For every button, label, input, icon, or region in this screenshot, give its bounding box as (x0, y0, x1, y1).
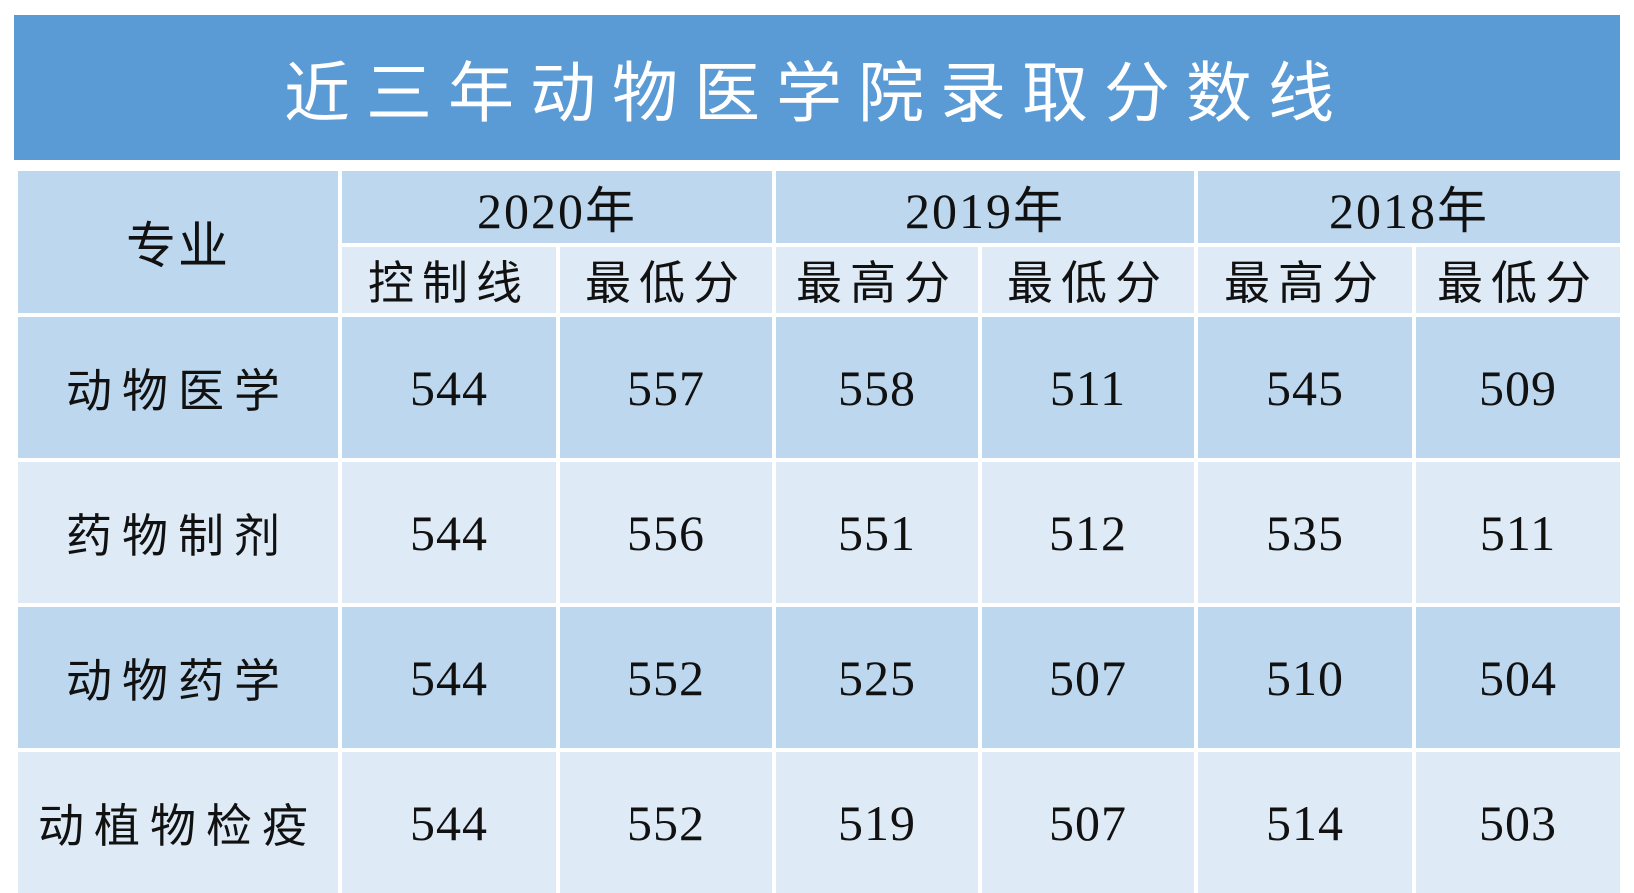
score-cell: 519 (772, 748, 982, 893)
subheader-2020-min-score: 最低分 (556, 243, 776, 317)
year-header-2018: 2018年 (1194, 167, 1624, 247)
header-row-years: 专业 2020年 2019年 2018年 (14, 167, 1624, 317)
subheader-2018-min-score: 最低分 (1412, 243, 1624, 317)
score-cell: 525 (772, 603, 982, 752)
score-cell: 551 (772, 458, 982, 607)
score-cell: 558 (772, 313, 982, 462)
header-row-subcolumns: 控制线 最低分 最高分 最低分 最高分 最低分 (16, 243, 1624, 317)
year-header-2020: 2020年 (338, 167, 776, 247)
score-cell: 557 (556, 313, 776, 462)
score-cell: 507 (978, 748, 1198, 893)
score-cell: 552 (556, 748, 776, 893)
score-cell: 504 (1412, 603, 1624, 752)
score-cell: 510 (1194, 603, 1416, 752)
subheader-2020-control-line: 控制线 (338, 243, 560, 317)
major-label: 药物制剂 (14, 458, 342, 607)
table-row: 动物医学 544 557 558 511 545 509 (14, 313, 1624, 462)
subheader-2019-min-score: 最低分 (978, 243, 1198, 317)
score-cell: 544 (338, 748, 560, 893)
page-title: 近三年动物医学院录取分数线 (284, 57, 1350, 131)
score-cell: 511 (1412, 458, 1624, 607)
score-cell: 512 (978, 458, 1198, 607)
score-cell: 507 (978, 603, 1198, 752)
score-cell: 544 (338, 458, 560, 607)
table-row: 药物制剂 544 556 551 512 535 511 (14, 458, 1624, 607)
score-cell: 511 (978, 313, 1198, 462)
major-label: 动物医学 (14, 313, 342, 462)
score-cell: 552 (556, 603, 776, 752)
score-cell: 509 (1412, 313, 1624, 462)
major-label: 动物药学 (14, 603, 342, 752)
score-cell: 544 (338, 603, 560, 752)
table-row: 动物药学 544 552 525 507 510 504 (14, 603, 1624, 752)
score-cell: 556 (556, 458, 776, 607)
subheader-2018-max-score: 最高分 (1194, 243, 1416, 317)
corner-header-cell: 专业 (14, 167, 342, 317)
title-banner: 近三年动物医学院录取分数线 (14, 15, 1620, 160)
subheader-2019-max-score: 最高分 (772, 243, 982, 317)
year-header-2019: 2019年 (772, 167, 1198, 247)
score-cell: 503 (1412, 748, 1624, 893)
score-cell: 535 (1194, 458, 1416, 607)
major-label: 动植物检疫 (14, 748, 342, 893)
score-table: 专业 2020年 2019年 2018年 控制线 最低分 最高分 最低分 最高分… (14, 167, 1624, 893)
table-frame: 近三年动物医学院录取分数线 专业 2020年 2019年 2018年 (14, 15, 1624, 893)
score-cell: 544 (338, 313, 560, 462)
table-row: 动植物检疫 544 552 519 507 514 503 (14, 748, 1624, 893)
score-cell: 545 (1194, 313, 1416, 462)
score-cell: 514 (1194, 748, 1416, 893)
